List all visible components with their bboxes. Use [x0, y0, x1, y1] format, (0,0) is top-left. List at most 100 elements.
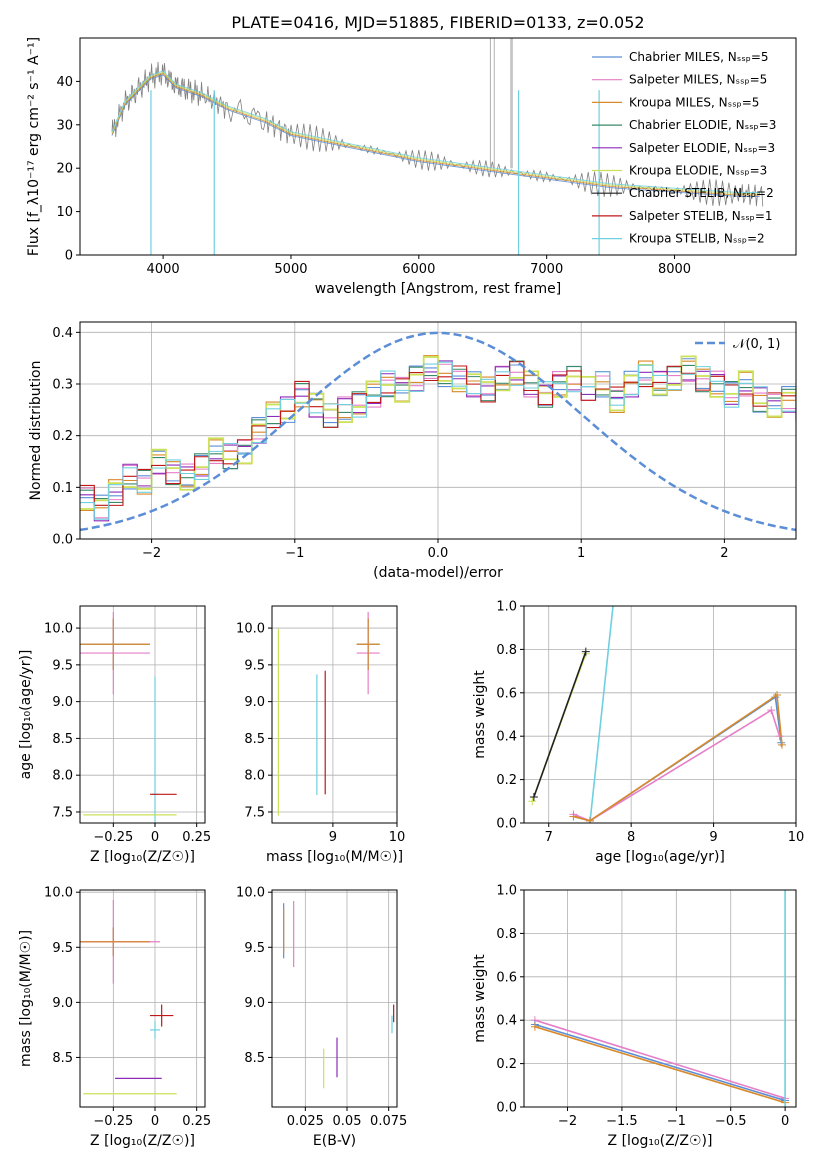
plot-content — [111, 38, 764, 255]
histogram-step-line — [80, 363, 796, 519]
x-axis-label: Z [log₁₀(Z/Z☉)] — [90, 849, 195, 865]
plus-marker — [528, 797, 537, 806]
legend-label: Chabrier STELIB, Nₛₛₚ=2 — [629, 186, 774, 200]
y-tick-label: 9.5 — [244, 941, 265, 956]
series-line — [589, 606, 614, 823]
y-tick-label: 9.0 — [52, 695, 73, 710]
plus-marker — [609, 606, 618, 610]
weight-vs-age-plot: 7 8 9 10 0.0 0.2 0.4 0.6 0.8 1.0 age [log₁₀(age/yr… — [472, 600, 804, 866]
x-tick-label: 0.25 — [182, 1114, 211, 1129]
plus-marker — [529, 792, 538, 801]
y-tick-label: 8.5 — [52, 732, 73, 747]
x-tick-label: 0.25 — [182, 830, 211, 845]
gridlines — [524, 889, 796, 1108]
mass-vs-ebv-plot: 0.025 0.05 0.075 8.5 9.0 9.5 10.0 E(B-V) — [236, 886, 407, 1149]
normal-curve — [80, 331, 796, 532]
x-axis-label: (data-model)/error — [373, 565, 503, 581]
model-spectrum-line — [111, 70, 760, 193]
axes-frame — [79, 37, 797, 256]
x-axis-label: wavelength [Angstrom, rest frame] — [315, 281, 561, 297]
legend-label: Kroupa MILES, Nₛₛₚ=5 — [629, 95, 759, 109]
y-tick-label: 10.0 — [44, 622, 73, 637]
gridlines — [80, 322, 796, 540]
plot-content — [530, 890, 790, 1107]
y-tick-label: 0.3 — [52, 378, 73, 393]
y-tick-label: 0.2 — [496, 1057, 517, 1072]
plus-marker — [777, 740, 786, 749]
plot-content — [283, 901, 395, 1089]
legend-label: Salpeter MILES, Nₛₛₚ=5 — [629, 73, 767, 87]
series-line — [573, 693, 783, 822]
legend-label: Salpeter ELODIE, Nₛₛₚ=3 — [629, 141, 775, 155]
y-tick-label: 10.0 — [44, 886, 73, 901]
x-tick-label: 0.075 — [370, 1114, 407, 1129]
y-tick-label: 0.0 — [496, 817, 517, 832]
y-tick-label: 8.0 — [52, 769, 73, 784]
x-axis-label: Z [log₁₀(Z/Z☉)] — [90, 1133, 195, 1149]
x-tick-label: 0 — [151, 830, 159, 845]
x-tick-label: 9 — [709, 830, 717, 845]
y-axis-label: age [log₁₀(age/yr)] — [18, 650, 34, 780]
y-tick-label: 7.5 — [244, 805, 265, 820]
series-line — [534, 1025, 786, 1104]
histogram-step-line — [80, 361, 796, 520]
y-tick-label: 0.8 — [496, 927, 517, 942]
plus-marker — [530, 1022, 539, 1031]
y-tick-label: 40 — [56, 75, 73, 90]
x-tick-label: −1 — [667, 1114, 686, 1129]
y-tick-label: 8.5 — [52, 1051, 73, 1066]
y-tick-label: 8.5 — [244, 1051, 265, 1066]
y-tick-label: 9.0 — [52, 996, 73, 1011]
plus-marker — [585, 816, 594, 823]
y-tick-label: 9.0 — [244, 996, 265, 1011]
legend-label: Kroupa ELODIE, Nₛₛₚ=3 — [629, 164, 767, 178]
gridlines — [80, 606, 205, 823]
x-tick-label: −0.5 — [715, 1114, 747, 1129]
plot-content — [528, 606, 786, 823]
x-axis-label: Z [log₁₀(Z/Z☉)] — [608, 1133, 713, 1149]
axes-frame — [523, 605, 797, 824]
series-line — [573, 695, 782, 822]
y-tick-label: 0.8 — [496, 643, 517, 658]
x-tick-label: 10 — [389, 830, 406, 845]
legend-label: Chabrier ELODIE, Nₛₛₚ=3 — [629, 118, 776, 132]
x-tick-label: −2 — [142, 546, 161, 561]
series-line — [534, 1023, 786, 1102]
y-tick-label: 0 — [65, 249, 73, 264]
y-axis-label: Flux [f_λ10⁻¹⁷ erg cm⁻² s⁻¹ A⁻¹] — [26, 37, 42, 256]
plus-marker — [781, 890, 790, 894]
x-tick-label: 0.0 — [428, 546, 449, 561]
y-tick-label: 0.4 — [496, 730, 517, 745]
plus-marker — [781, 1103, 790, 1107]
x-tick-label: −2 — [558, 1114, 577, 1129]
y-tick-label: 8.0 — [244, 769, 265, 784]
y-tick-label: 0.6 — [496, 686, 517, 701]
y-tick-label: 0.2 — [496, 773, 517, 788]
series-line — [533, 651, 587, 798]
y-tick-label: 10.0 — [236, 886, 265, 901]
series-line — [534, 1019, 786, 1100]
gridlines — [80, 890, 205, 1107]
legend-label: Chabrier MILES, Nₛₛₚ=5 — [629, 50, 769, 64]
y-tick-label: 0.6 — [496, 970, 517, 985]
age-vs-z-plot: −0.25 0 0.25 7.5 8.0 8.5 9.0 9.5 10.0 Z [log₁₀(Z/… — [18, 605, 211, 865]
histogram-step-line — [80, 360, 796, 522]
x-tick-label: 0.05 — [333, 1114, 362, 1129]
y-tick-label: 0.0 — [496, 1101, 517, 1116]
y-tick-label: 10.0 — [236, 622, 265, 637]
x-tick-label: 9 — [329, 830, 337, 845]
y-tick-label: 9.5 — [244, 658, 265, 673]
x-tick-label: −0.25 — [93, 830, 133, 845]
histogram-step-line — [80, 355, 796, 512]
y-tick-label: 10 — [56, 205, 73, 220]
axes-frame — [79, 605, 206, 824]
plus-marker — [773, 690, 782, 699]
figure-title: PLATE=0416, MJD=51885, FIBERID=0133, z=0… — [231, 13, 644, 32]
model-spectrum-line — [111, 73, 760, 196]
x-axis-label: E(B-V) — [313, 1133, 356, 1149]
plus-marker — [767, 706, 776, 715]
x-tick-label: −0.25 — [93, 1114, 133, 1129]
plot-content — [80, 899, 177, 1095]
plus-marker — [775, 732, 784, 741]
